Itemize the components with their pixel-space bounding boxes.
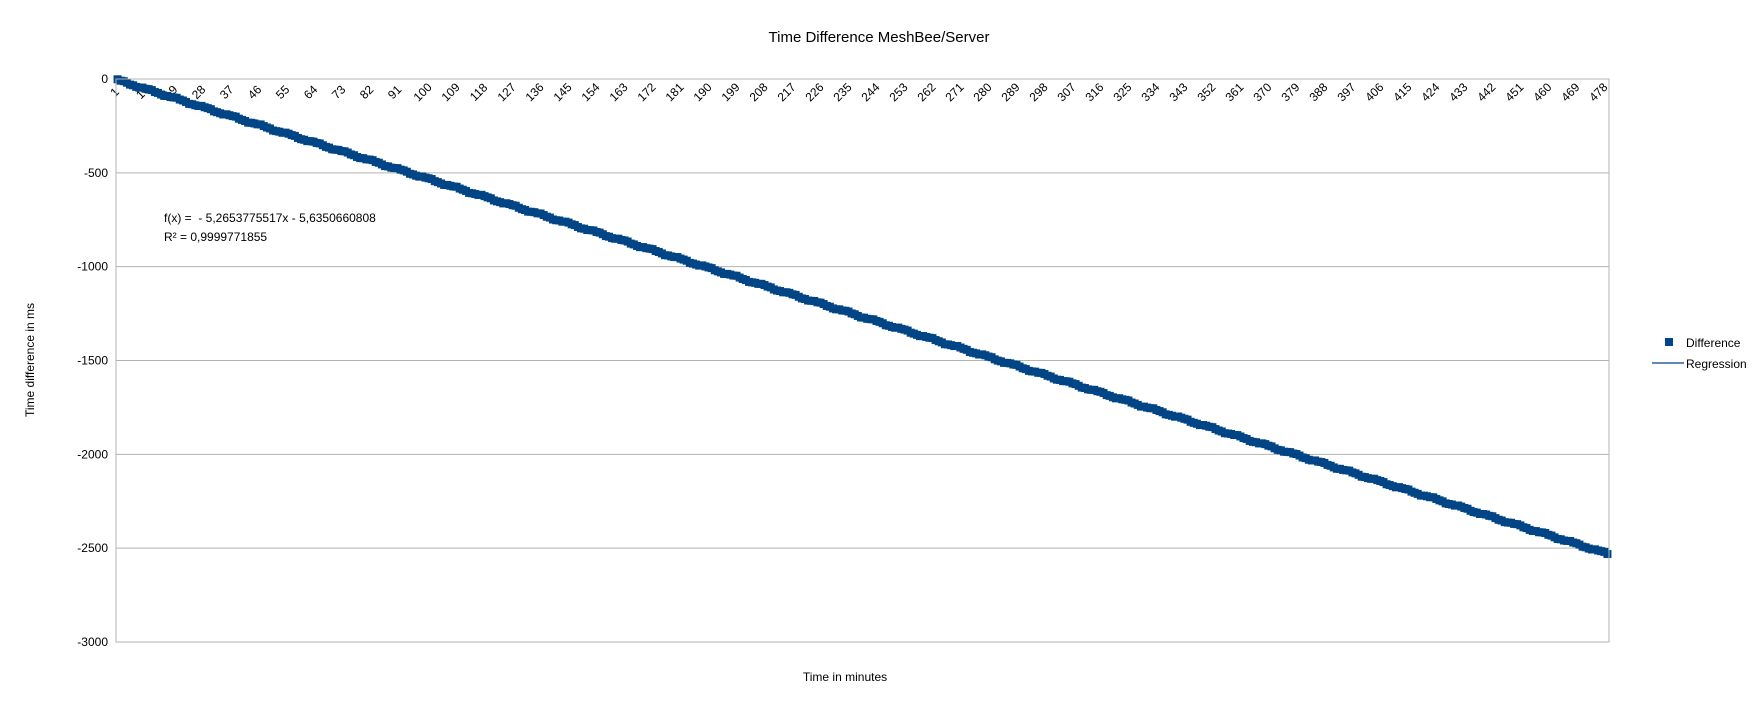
x-tick-label: 289 xyxy=(998,80,1022,104)
x-tick-label: 478 xyxy=(1586,80,1610,104)
x-tick-label: 415 xyxy=(1390,80,1414,104)
x-tick-label: 46 xyxy=(245,82,265,102)
x-tick-label: 217 xyxy=(775,80,799,104)
grid-lines xyxy=(116,78,1609,643)
x-tick-label: 307 xyxy=(1054,80,1078,104)
y-tick-label: -2000 xyxy=(77,447,108,461)
legend-label-difference: Difference xyxy=(1686,336,1741,350)
x-tick-label: 28 xyxy=(189,82,209,102)
y-axis-ticks: 0 -500 -1000 -1500 -2000 -2500 -3000 xyxy=(77,72,108,649)
x-tick-label: 172 xyxy=(635,80,659,104)
x-tick-label: 208 xyxy=(747,80,771,104)
regression-equation: f(x) = - 5,2653775517x - 5,6350660808 xyxy=(164,211,376,225)
x-tick-label: 451 xyxy=(1502,80,1526,104)
x-tick-label: 370 xyxy=(1250,80,1274,104)
x-tick-label: 226 xyxy=(803,80,827,104)
x-axis-ticks: 1101928374655647382911001091181271361451… xyxy=(107,80,1610,104)
x-tick-label: 271 xyxy=(943,80,967,104)
x-tick-label: 190 xyxy=(691,80,715,104)
x-tick-label: 253 xyxy=(887,80,911,104)
y-tick-label: -500 xyxy=(84,166,108,180)
x-tick-label: 37 xyxy=(217,82,237,102)
y-tick-label: -1500 xyxy=(77,354,108,368)
x-tick-label: 109 xyxy=(439,80,463,104)
x-tick-label: 163 xyxy=(607,80,631,104)
x-tick-label: 469 xyxy=(1558,80,1582,104)
plot-area-border xyxy=(115,78,1610,643)
x-tick-label: 136 xyxy=(523,80,547,104)
x-tick-label: 424 xyxy=(1418,80,1442,104)
x-tick-label: 379 xyxy=(1278,80,1302,104)
x-tick-label: 343 xyxy=(1166,80,1190,104)
x-tick-label: 352 xyxy=(1194,80,1218,104)
x-tick-label: 118 xyxy=(467,80,491,104)
x-tick-label: 100 xyxy=(411,80,435,104)
x-tick-label: 82 xyxy=(357,82,377,102)
x-tick-label: 199 xyxy=(719,80,743,104)
x-tick-label: 388 xyxy=(1306,80,1330,104)
x-tick-label: 154 xyxy=(579,80,603,104)
y-tick-label: -3000 xyxy=(77,635,108,649)
chart-title: Time Difference MeshBee/Server xyxy=(769,29,990,46)
x-tick-label: 433 xyxy=(1446,80,1470,104)
x-tick-label: 361 xyxy=(1222,80,1246,104)
y-axis-label: Time difference in ms xyxy=(23,303,37,417)
x-tick-label: 235 xyxy=(831,80,855,104)
x-tick-label: 316 xyxy=(1082,80,1106,104)
x-tick-label: 91 xyxy=(385,82,405,102)
x-tick-label: 460 xyxy=(1530,80,1554,104)
legend-label-regression: Regression xyxy=(1686,357,1747,371)
legend-marker-difference xyxy=(1665,338,1673,346)
y-tick-label: -2500 xyxy=(77,541,108,555)
x-tick-label: 262 xyxy=(915,80,939,104)
y-tick-label: 0 xyxy=(101,72,108,86)
x-tick-label: 298 xyxy=(1026,80,1050,104)
x-tick-label: 325 xyxy=(1110,80,1134,104)
x-tick-label: 442 xyxy=(1474,80,1498,104)
x-tick-label: 406 xyxy=(1362,80,1386,104)
regression-line-group xyxy=(117,80,1608,555)
x-tick-label: 127 xyxy=(495,80,519,104)
regression-line xyxy=(117,80,1608,555)
x-tick-label: 181 xyxy=(663,80,687,104)
x-tick-label: 55 xyxy=(273,82,293,102)
x-axis-label: Time in minutes xyxy=(803,670,887,684)
x-tick-label: 73 xyxy=(329,82,349,102)
r-squared: R² = 0,9999771855 xyxy=(164,230,267,244)
x-tick-label: 64 xyxy=(301,82,321,102)
x-tick-label: 280 xyxy=(971,80,995,104)
data-points xyxy=(113,75,1612,559)
x-tick-label: 244 xyxy=(859,80,883,104)
x-tick-label: 397 xyxy=(1334,80,1358,104)
x-tick-label: 145 xyxy=(551,80,575,104)
x-tick-label: 1 xyxy=(107,85,122,100)
x-tick-label: 334 xyxy=(1138,80,1162,104)
legend: Difference Regression xyxy=(1652,336,1747,371)
y-tick-label: -1000 xyxy=(77,260,108,274)
